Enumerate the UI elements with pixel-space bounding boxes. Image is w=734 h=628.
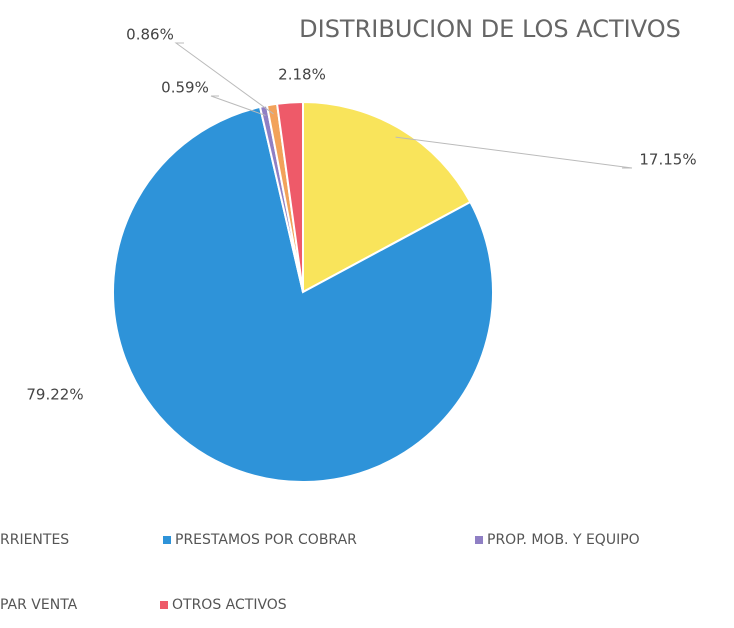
legend-label: RRIENTES (0, 532, 69, 548)
data-label: 0.59% (161, 79, 209, 97)
legend-swatch (160, 601, 168, 609)
legend-label: PRESTAMOS POR COBRAR (175, 532, 357, 548)
legend-label: PAR VENTA (0, 597, 78, 613)
leader-line (174, 42, 274, 115)
pie-slice (302, 100, 472, 294)
legend-swatch (475, 536, 483, 544)
pie-slice (112, 105, 494, 483)
chart-title: DISTRIBUCION DE LOS ACTIVOS (299, 15, 681, 43)
data-label: 79.22% (26, 386, 83, 404)
data-label: 17.15% (639, 151, 696, 169)
pie-slice (275, 100, 304, 293)
legend-swatch (163, 536, 171, 544)
legend-label: PROP. MOB. Y EQUIPO (487, 532, 640, 548)
data-label: 0.86% (126, 26, 174, 44)
leader-line (210, 95, 266, 116)
legend-label: OTROS ACTIVOS (172, 597, 287, 613)
data-label: 2.18% (278, 66, 326, 84)
leader-line (395, 136, 633, 169)
